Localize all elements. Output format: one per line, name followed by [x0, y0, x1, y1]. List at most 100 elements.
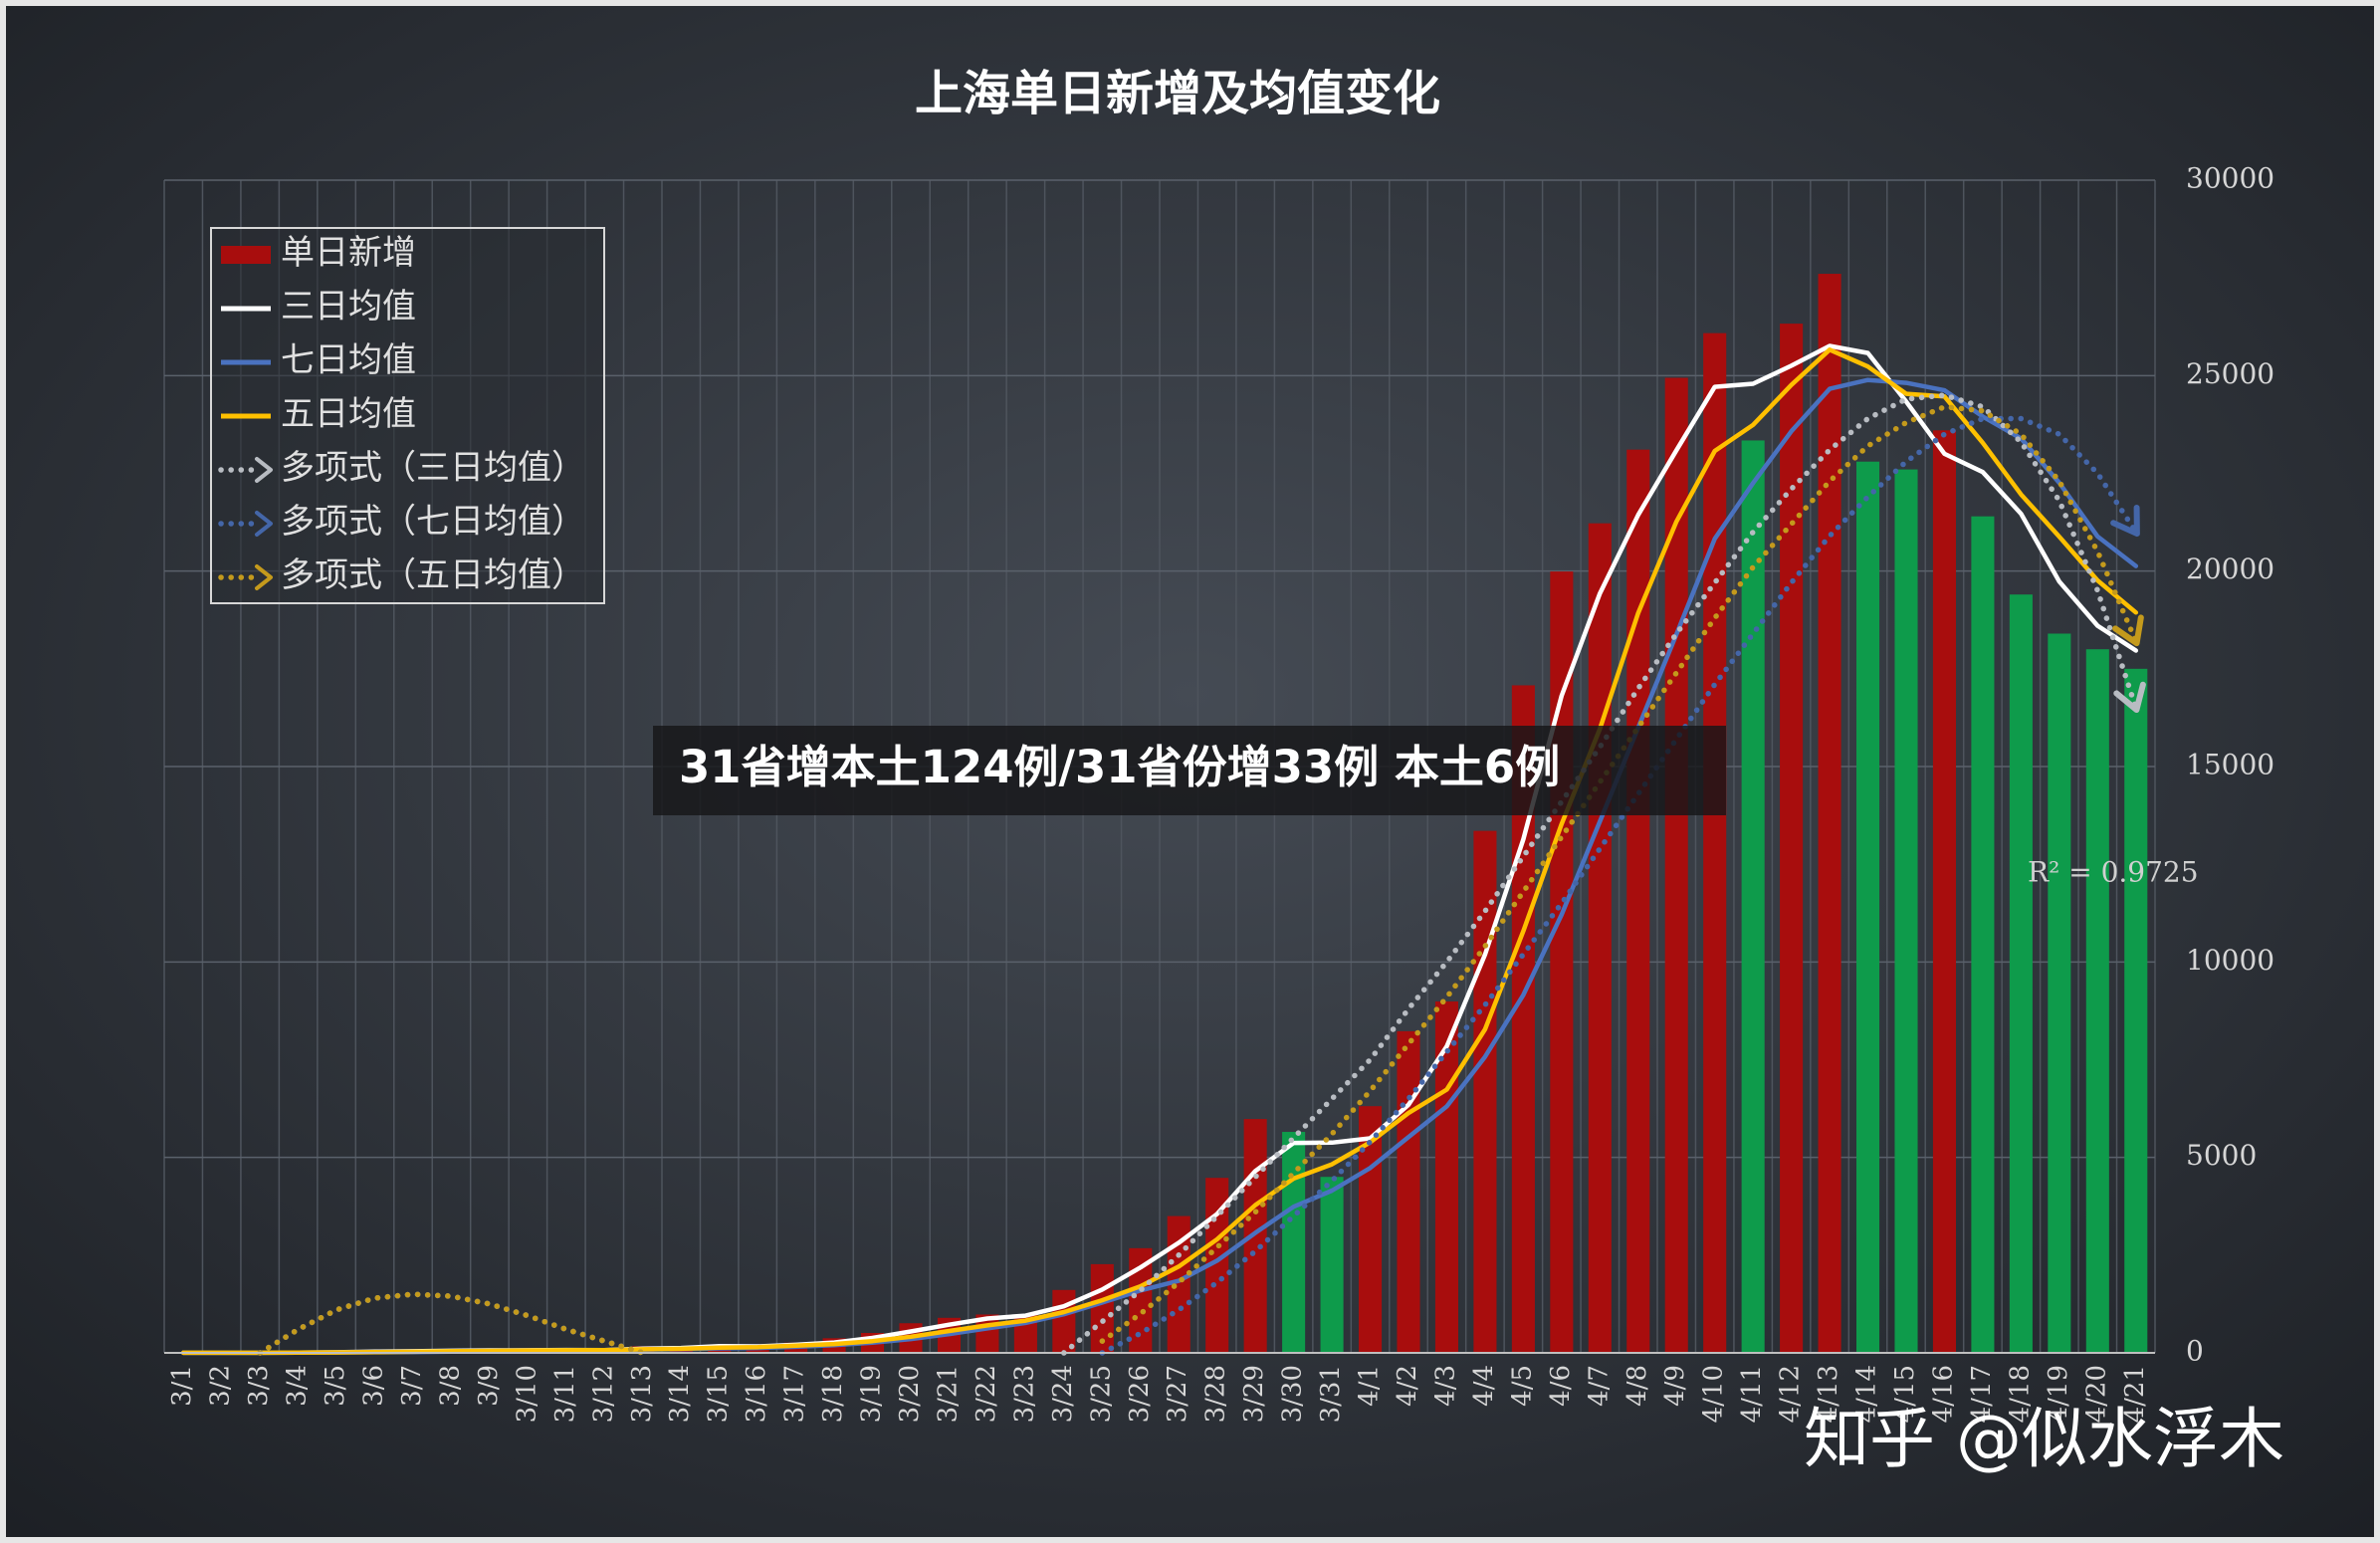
- bar: [1205, 1178, 1229, 1353]
- x-tick-label: 3/1: [167, 1365, 197, 1407]
- bar: [1703, 332, 1727, 1354]
- bar: [2048, 633, 2071, 1353]
- x-tick-label: 3/12: [588, 1365, 618, 1423]
- x-tick-label: 3/18: [818, 1365, 848, 1423]
- bar: [1359, 1106, 1383, 1353]
- bar: [2085, 649, 2109, 1353]
- x-tick-label: 3/4: [283, 1365, 313, 1407]
- bar: [1397, 1030, 1420, 1353]
- x-tick-label: 4/2: [1393, 1365, 1422, 1407]
- bar: [1780, 324, 1804, 1354]
- bar: [1434, 1001, 1458, 1353]
- trend-line: [1099, 415, 2140, 1356]
- axis-layer: 0 5000 10000 15000 20000 25000 30000 3/1 3/2 3/3 3…: [164, 162, 2274, 1423]
- x-tick-label: 3/26: [1125, 1365, 1155, 1423]
- bar: [1971, 516, 1995, 1353]
- x-tick-label: 4/15: [1890, 1365, 1920, 1423]
- bar: [1550, 571, 1574, 1353]
- legend-label: 五日均值: [281, 394, 416, 434]
- legend-label: 多项式（七日均值）: [281, 502, 585, 542]
- y-tick-label: 10000: [2186, 944, 2274, 977]
- bar: [1818, 274, 1841, 1353]
- x-tick-label: 4/5: [1507, 1365, 1537, 1407]
- x-tick-label: 3/25: [1086, 1365, 1116, 1423]
- x-tick-label: 4/18: [2005, 1365, 2035, 1423]
- x-tick-label: 3/27: [1163, 1365, 1192, 1423]
- x-tick-label: 4/7: [1584, 1365, 1614, 1407]
- bar: [2124, 668, 2148, 1353]
- x-tick-label: 4/4: [1469, 1365, 1499, 1407]
- x-tick-label: 3/3: [244, 1365, 274, 1407]
- banner-text: 31省增本土124例/31省份增33例 本土6例: [679, 741, 1560, 793]
- x-tick-label: 3/5: [321, 1365, 350, 1407]
- x-tick-label: 4/13: [1814, 1365, 1843, 1423]
- x-tick-label: 3/22: [972, 1365, 1001, 1423]
- x-tick-label: 4/16: [1928, 1365, 1958, 1423]
- x-tick-label: 3/28: [1201, 1365, 1231, 1423]
- legend-arrow: [255, 511, 273, 537]
- x-tick-label: 4/17: [1967, 1365, 1997, 1423]
- x-tick-label: 3/30: [1278, 1365, 1308, 1423]
- bar: [1473, 830, 1497, 1353]
- x-tick-label: 3/8: [435, 1365, 465, 1407]
- x-tick-label: 3/20: [895, 1365, 925, 1423]
- y-tick-label: 20000: [2186, 552, 2274, 585]
- x-tick-label: 3/16: [742, 1365, 771, 1423]
- bar: [1741, 440, 1765, 1353]
- bar: [1932, 430, 1956, 1354]
- bar: [2009, 594, 2033, 1353]
- x-tick-label: 4/11: [1737, 1365, 1767, 1423]
- x-tick-label: 3/23: [1009, 1365, 1039, 1423]
- bar: [1588, 523, 1612, 1353]
- x-tick-label: 3/6: [359, 1365, 389, 1407]
- x-tick-label: 3/7: [397, 1365, 427, 1407]
- bar-layer: [171, 274, 2148, 1354]
- x-tick-label: 3/11: [550, 1365, 580, 1423]
- x-tick-label: 3/31: [1316, 1365, 1346, 1423]
- y-tick-label: 30000: [2186, 162, 2274, 195]
- x-tick-label: 4/9: [1660, 1365, 1690, 1407]
- x-tick-label: 4/1: [1355, 1365, 1385, 1407]
- x-tick-label: 4/6: [1546, 1365, 1576, 1407]
- legend-label: 三日均值: [281, 287, 416, 327]
- banner-background: [653, 726, 1726, 815]
- x-tick-label: 4/12: [1776, 1365, 1806, 1423]
- bar: [1894, 469, 1918, 1353]
- x-tick-label: 3/10: [512, 1365, 541, 1423]
- line: [180, 347, 2139, 1356]
- legend-label: 单日新增: [281, 233, 416, 273]
- chart-title: 上海单日新增及均值变化: [915, 66, 1440, 121]
- x-tick-label: 3/14: [665, 1365, 695, 1423]
- bar: [1856, 461, 1880, 1354]
- x-tick-label: 4/19: [2044, 1365, 2073, 1423]
- x-tick-label: 3/29: [1239, 1365, 1269, 1423]
- x-tick-label: 4/20: [2081, 1365, 2111, 1423]
- y-tick-label: 0: [2186, 1335, 2204, 1368]
- legend-arrow: [255, 457, 273, 483]
- x-tick-label: 4/10: [1699, 1365, 1729, 1423]
- legend-swatch: [221, 246, 271, 264]
- bar: [1129, 1247, 1153, 1353]
- x-tick-label: 3/19: [857, 1365, 887, 1423]
- y-tick-label: 25000: [2186, 357, 2274, 390]
- x-tick-label: 4/3: [1430, 1365, 1460, 1407]
- x-tick-label: 3/13: [627, 1365, 657, 1423]
- bar: [1626, 449, 1650, 1353]
- bar: [1052, 1289, 1076, 1353]
- x-tick-label: 3/24: [1048, 1365, 1078, 1423]
- x-tick-label: 3/9: [474, 1365, 504, 1407]
- x-tick-label: 4/8: [1623, 1365, 1652, 1407]
- bar: [1320, 1177, 1344, 1353]
- x-tick-label: 4/14: [1852, 1365, 1882, 1423]
- legend-box: [210, 227, 605, 604]
- y-tick-label: 15000: [2186, 749, 2274, 781]
- bar: [1282, 1132, 1306, 1353]
- watermark: 知乎 @似水浮木: [1804, 1401, 2284, 1477]
- legend-label: 七日均值: [281, 340, 416, 380]
- legend-label: 多项式（五日均值）: [281, 555, 585, 595]
- y-tick-label: 5000: [2186, 1139, 2257, 1172]
